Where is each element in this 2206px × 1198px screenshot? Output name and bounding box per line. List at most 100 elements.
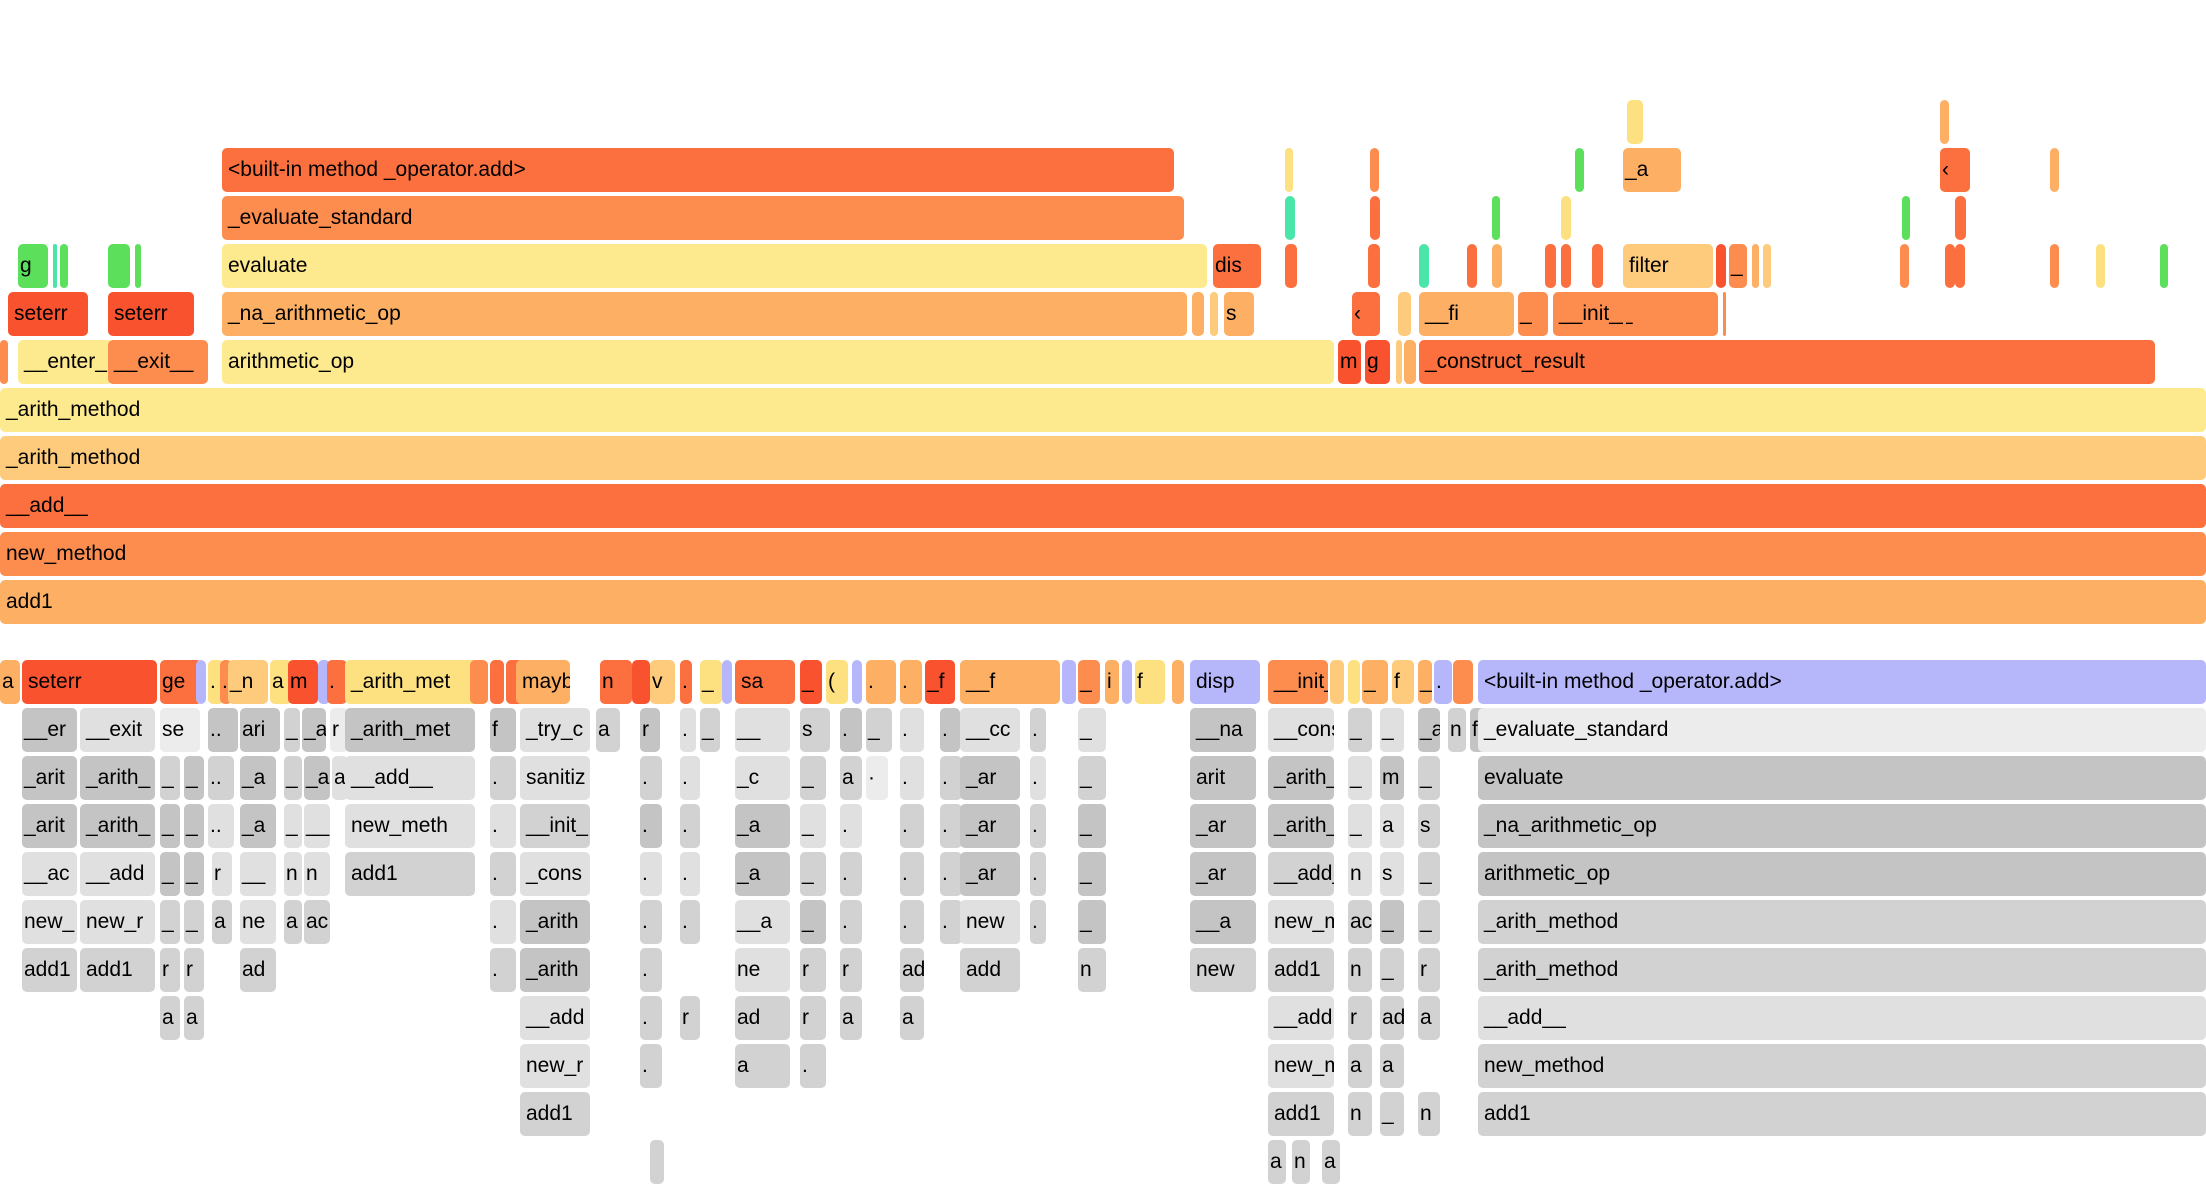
frame-new-r[interactable]: new_r	[80, 900, 155, 944]
frame-[interactable]: __	[304, 804, 330, 848]
frame-a[interactable]: a	[1268, 1140, 1286, 1184]
frame-a[interactable]: __a	[735, 900, 790, 944]
frame-[interactable]: .	[680, 660, 692, 704]
frame-a[interactable]: a	[1322, 1140, 1340, 1184]
frame-arith[interactable]: _arith_	[1268, 756, 1334, 800]
frame-[interactable]: .	[680, 804, 700, 848]
frame-[interactable]: _	[1518, 292, 1548, 336]
frame-[interactable]: .	[900, 756, 924, 800]
frame-new-method[interactable]: new_method	[1478, 1044, 2206, 1088]
frame-[interactable]: .	[640, 996, 662, 1040]
frame-ar[interactable]: _ar	[960, 852, 1020, 896]
frame-[interactable]: _	[184, 804, 204, 848]
frame-[interactable]: _	[800, 660, 822, 704]
frame-n[interactable]: n	[1348, 948, 1372, 992]
frame-n[interactable]: n	[284, 852, 302, 896]
frame-ari[interactable]: ari	[240, 708, 280, 752]
frame-[interactable]: _	[800, 804, 826, 848]
frame-r[interactable]: r	[840, 948, 862, 992]
frame-built-in-method-operator-add[interactable]: <built-in method _operator.add>	[222, 148, 1174, 192]
frame-[interactable]: _	[700, 708, 720, 752]
frame-[interactable]: .	[940, 708, 960, 752]
frame-[interactable]: _	[800, 900, 826, 944]
frame-arith-met[interactable]: _arith_met	[345, 708, 475, 752]
frame-i[interactable]: i	[1105, 660, 1119, 704]
frame-new-m[interactable]: new_m	[1268, 1044, 1334, 1088]
frame-built-in-method-operator-add[interactable]: <built-in method _operator.add>	[1478, 660, 2206, 704]
frame-block[interactable]	[2160, 244, 2168, 288]
frame-block[interactable]	[1398, 292, 1411, 336]
frame-block[interactable]	[1627, 100, 1643, 144]
frame-[interactable]: .	[1030, 804, 1046, 848]
frame-[interactable]: _	[1418, 756, 1440, 800]
frame-[interactable]: .	[640, 804, 662, 848]
frame-[interactable]: _	[1380, 708, 1404, 752]
frame-new[interactable]: new	[1190, 948, 1256, 992]
frame-[interactable]: _	[1078, 852, 1106, 896]
frame-block[interactable]	[1330, 660, 1344, 704]
frame-filter[interactable]: filter	[1623, 244, 1713, 288]
frame-er[interactable]: __er	[22, 708, 77, 752]
frame-m[interactable]: m	[1380, 756, 1404, 800]
frame-a[interactable]: _a	[302, 708, 326, 752]
frame-add1[interactable]: add1	[1268, 1092, 1334, 1136]
frame-ad[interactable]: ad	[1380, 996, 1404, 1040]
frame-add1[interactable]: add1	[22, 948, 77, 992]
frame-[interactable]: .	[490, 900, 516, 944]
frame-maybe[interactable]: maybe	[520, 660, 570, 704]
frame-a[interactable]: _a	[304, 756, 330, 800]
frame-exit[interactable]: __exit__	[108, 340, 208, 384]
frame-block[interactable]	[1623, 292, 1626, 336]
frame-cons[interactable]: _cons	[520, 852, 590, 896]
frame-block[interactable]	[1419, 244, 1429, 288]
frame-block[interactable]	[632, 660, 650, 704]
frame-m[interactable]: m	[288, 660, 318, 704]
frame-sanitiz[interactable]: sanitiz	[520, 756, 590, 800]
frame-block[interactable]	[1561, 244, 1571, 288]
frame-n[interactable]: n	[1418, 1092, 1440, 1136]
frame-block[interactable]	[1210, 292, 1218, 336]
frame-a[interactable]: __a	[1190, 900, 1256, 944]
frame-arith[interactable]: _arith_	[80, 756, 155, 800]
frame-try-c[interactable]: _try_c	[520, 708, 590, 752]
frame-[interactable]: .	[940, 804, 962, 848]
frame-[interactable]: _	[1418, 660, 1432, 704]
frame-[interactable]: .	[490, 804, 516, 848]
frame-se[interactable]: se	[160, 708, 200, 752]
frame-[interactable]: _	[1348, 708, 1372, 752]
frame-block[interactable]	[1575, 148, 1584, 192]
frame-s[interactable]: s	[1224, 292, 1254, 336]
frame-a[interactable]: a	[284, 900, 302, 944]
frame-block[interactable]	[196, 660, 206, 704]
frame-a[interactable]: a	[840, 996, 862, 1040]
frame-block[interactable]	[1453, 660, 1473, 704]
frame-[interactable]: .	[490, 948, 516, 992]
frame-ne[interactable]: ne	[735, 948, 790, 992]
frame-[interactable]: .	[640, 900, 662, 944]
frame-f[interactable]: f	[1135, 660, 1165, 704]
frame-ar[interactable]: _ar	[1190, 804, 1256, 848]
frame-add1[interactable]: add1	[0, 580, 2206, 624]
frame-a[interactable]: a	[900, 996, 924, 1040]
frame-[interactable]: .	[866, 660, 896, 704]
frame-block[interactable]	[1723, 292, 1726, 336]
frame-n[interactable]: n	[600, 660, 632, 704]
frame-block[interactable]	[1467, 244, 1477, 288]
frame-block[interactable]	[1945, 244, 1955, 288]
frame-[interactable]: _	[160, 900, 180, 944]
frame-init[interactable]: __init_	[1268, 660, 1328, 704]
frame-f[interactable]: _f	[925, 660, 955, 704]
frame-[interactable]: .	[640, 1044, 662, 1088]
frame-block[interactable]	[470, 660, 488, 704]
frame-c[interactable]: _c	[735, 756, 790, 800]
frame-[interactable]: .	[680, 708, 696, 752]
frame-add[interactable]: __add__	[0, 484, 2206, 528]
frame-[interactable]: __	[240, 852, 276, 896]
frame-a[interactable]: _a	[1623, 148, 1681, 192]
frame-[interactable]: _	[1078, 708, 1106, 752]
frame-a[interactable]: a	[735, 1044, 790, 1088]
frame-[interactable]: .	[940, 756, 962, 800]
frame-n[interactable]: n	[1078, 948, 1106, 992]
frame-[interactable]: .	[940, 900, 962, 944]
frame-[interactable]: _	[866, 708, 892, 752]
